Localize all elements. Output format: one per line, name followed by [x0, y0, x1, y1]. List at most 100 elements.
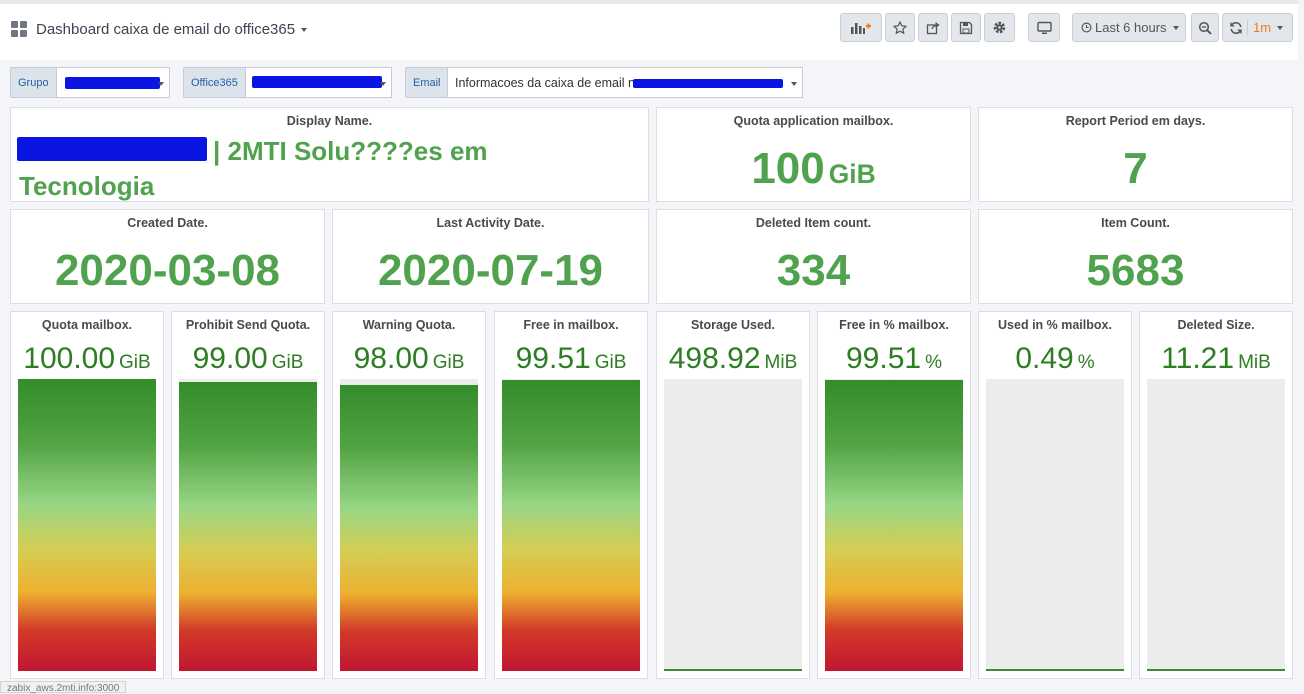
refresh-icon: [1230, 21, 1242, 34]
gauge-panel: Free in % mailbox. 99.51%: [817, 311, 971, 679]
star-icon: [893, 20, 907, 34]
gauge-bar-fill: [825, 380, 963, 671]
gauge-panel: Quota mailbox. 100.00 GiB: [10, 311, 164, 679]
panel-title: Created Date.: [127, 216, 208, 230]
panel-title: Storage Used.: [690, 318, 776, 332]
redacted-block: [633, 79, 783, 88]
deleted-count-panel: Deleted Item count. 334: [656, 209, 971, 304]
gauge-panel: Used in % mailbox. 0.49%: [978, 311, 1132, 679]
gauge-panel: Free in mailbox. 99.51 GiB: [494, 311, 648, 679]
star-button[interactable]: [885, 13, 915, 42]
dashboard-title-picker[interactable]: Dashboard caixa de email do office365: [36, 21, 308, 38]
panel-title: Free in mailbox.: [523, 318, 619, 332]
gauge-unit: GiB: [432, 352, 465, 373]
panel-title: Report Period em days.: [1065, 114, 1206, 128]
panel-title: Item Count.: [1101, 216, 1170, 230]
variable-label: Grupo: [10, 67, 57, 98]
stat-unit: GiB: [828, 159, 876, 189]
gauge-value: 99.51 GiB: [495, 342, 647, 376]
gauge-number: 11.21: [1161, 342, 1235, 375]
chevron-down-icon: [301, 28, 308, 33]
gauge-number: 0.49: [1015, 342, 1074, 375]
monitor-icon: [1036, 21, 1052, 34]
quota-application-panel: Quota application mailbox. 100 GiB: [656, 107, 971, 202]
gauge-panel: Storage Used. 498.92 MiB: [656, 311, 810, 679]
panel-title: Used in % mailbox.: [998, 318, 1112, 332]
share-button[interactable]: [918, 13, 948, 42]
gauge-bar-track: [340, 379, 478, 671]
gauge-value: 99.00 GiB: [172, 342, 324, 376]
stat-value: 100: [751, 144, 825, 193]
gauge-value: 100.00 GiB: [11, 342, 163, 376]
time-range-picker[interactable]: Last 6 hours: [1072, 13, 1186, 42]
gauge-value: 99.51%: [818, 342, 970, 376]
gear-icon: [993, 21, 1006, 34]
gauge-value: 498.92 MiB: [657, 342, 809, 376]
panel-title: Deleted Size.: [1177, 318, 1255, 332]
gauge-number: 99.51: [846, 342, 922, 375]
last-activity-panel: Last Activity Date. 2020-07-19: [332, 209, 649, 304]
grupo-select[interactable]: [57, 67, 170, 98]
deleted-count-value: 334: [776, 246, 851, 295]
clock-icon: [1081, 22, 1092, 33]
gauge-bar-fill: [179, 382, 317, 671]
dashboard-grid-icon[interactable]: [11, 21, 28, 38]
email-select[interactable]: Informacoes da caixa de email n: [448, 67, 803, 98]
status-url: zabix_aws.2mti.info:3000: [0, 681, 127, 694]
gauge-bar-track: [18, 379, 156, 671]
variable-label: Email: [405, 67, 448, 98]
gauge-number: 498.92: [668, 342, 761, 375]
share-icon: [926, 21, 940, 34]
variable-label: Office365: [183, 67, 246, 98]
redacted-block: [65, 77, 160, 89]
office365-select[interactable]: [246, 67, 392, 98]
redacted-block: [252, 76, 382, 88]
save-button[interactable]: [951, 13, 981, 42]
zoom-out-icon: [1198, 21, 1212, 35]
dashboard-title: Dashboard caixa de email do office365: [36, 21, 296, 38]
gauge-bar-fill: [664, 669, 802, 671]
variable-grupo: Grupo: [10, 67, 170, 98]
add-panel-button[interactable]: [840, 13, 882, 42]
gauge-bar-track: [502, 379, 640, 671]
gauge-number: 99.51: [515, 342, 591, 375]
gauge-unit: %: [925, 352, 942, 373]
gauge-unit: GiB: [271, 352, 304, 373]
gauge-bar-track: [1147, 379, 1285, 671]
gauge-bar-fill: [340, 385, 478, 671]
save-icon: [959, 21, 973, 34]
chevron-down-icon: [1172, 25, 1179, 30]
gauge-bar-fill: [18, 379, 156, 671]
gauge-unit: MiB: [1238, 352, 1271, 373]
gauge-bar-fill: [502, 380, 640, 671]
variable-email: Email Informacoes da caixa de email n: [405, 67, 803, 98]
zoom-out-button[interactable]: [1191, 13, 1219, 42]
report-period-panel: Report Period em days. 7: [978, 107, 1293, 202]
redacted-block: [17, 137, 207, 161]
gauge-bar-fill: [986, 669, 1124, 671]
panel-title: Last Activity Date.: [436, 216, 545, 230]
email-value: Informacoes da caixa de email n: [455, 75, 635, 90]
gauge-unit: GiB: [594, 352, 627, 373]
gauge-unit: MiB: [764, 352, 798, 373]
scrollbar[interactable]: [1298, 0, 1304, 691]
created-date-panel: Created Date. 2020-03-08: [10, 209, 325, 304]
item-count-panel: Item Count. 5683: [978, 209, 1293, 304]
gauge-number: 100.00: [23, 342, 116, 375]
add-panel-icon: [851, 22, 871, 34]
panel-title: Quota application mailbox.: [733, 114, 894, 128]
refresh-picker[interactable]: 1m: [1222, 13, 1293, 42]
chevron-down-icon: [380, 82, 386, 86]
chevron-down-icon: [791, 82, 797, 86]
item-count-value: 5683: [1086, 246, 1185, 295]
gauge-unit: %: [1077, 352, 1095, 373]
top-border: [0, 0, 1304, 4]
chevron-down-icon: [158, 82, 164, 86]
gauge-value: 11.21 MiB: [1140, 342, 1292, 376]
time-range-label: Last 6 hours: [1095, 20, 1167, 35]
settings-button[interactable]: [984, 13, 1015, 42]
gauge-panel: Prohibit Send Quota. 99.00 GiB: [171, 311, 325, 679]
tv-mode-button[interactable]: [1028, 13, 1060, 42]
top-navbar: Dashboard caixa de email do office365 La…: [0, 0, 1304, 60]
panel-title: Display Name.: [286, 114, 373, 128]
